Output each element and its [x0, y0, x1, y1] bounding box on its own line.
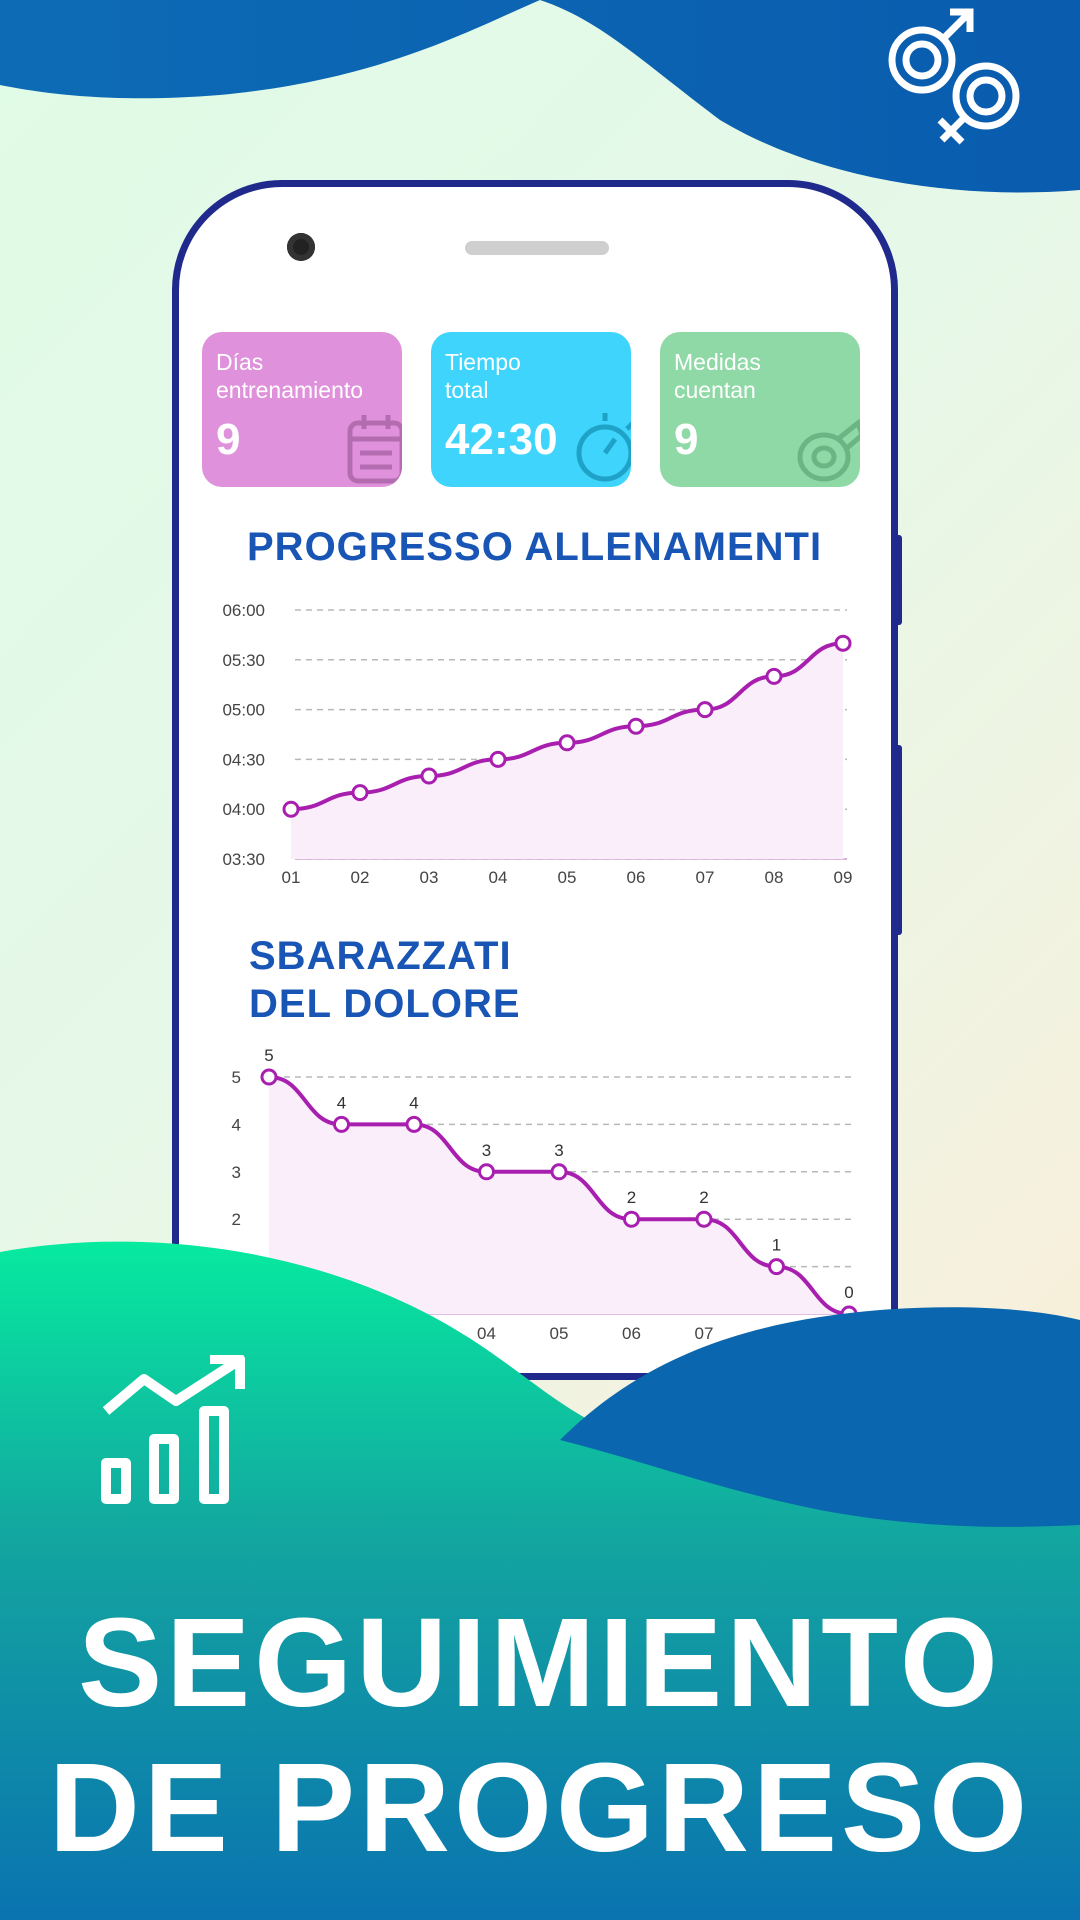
y-tick-label: 3	[232, 1163, 241, 1182]
data-point	[550, 1163, 568, 1181]
data-label: 3	[482, 1141, 491, 1160]
x-tick-label: 02	[351, 868, 370, 887]
data-label: 2	[627, 1188, 636, 1207]
card-value: 42:30	[445, 415, 558, 464]
x-tick-label: 07	[695, 1324, 714, 1343]
y-tick-label: 5	[232, 1068, 241, 1087]
x-tick-label: 08	[765, 868, 784, 887]
card-label: Tiempo total	[445, 349, 521, 403]
headline-line2: DE PROGRESO	[48, 1737, 1032, 1878]
chart-pain-level: 12345010203040506070809544332210	[232, 1046, 859, 1343]
x-tick-label: 09	[834, 868, 853, 887]
data-label: 4	[409, 1093, 418, 1112]
bottom-waves	[0, 1241, 1080, 1920]
y-tick-label: 04:00	[222, 800, 265, 819]
data-point	[282, 800, 300, 818]
card-value: 9	[674, 415, 699, 464]
data-point	[420, 767, 438, 785]
x-tick-label: 04	[477, 1324, 496, 1343]
stopwatch-icon	[576, 413, 631, 482]
data-label: 4	[337, 1093, 346, 1112]
x-tick-label: 05	[558, 868, 577, 887]
chart2-title: SBARAZZATI DEL DOLORE	[249, 934, 521, 1026]
x-tick-label: 06	[627, 868, 646, 887]
y-tick-label: 05:00	[222, 701, 265, 720]
y-tick-label: 4	[232, 1115, 241, 1134]
chart1-title: PROGRESSO ALLENAMENTI	[247, 525, 823, 569]
area-fill	[269, 1077, 849, 1314]
data-label: 1	[772, 1236, 781, 1255]
data-point	[695, 1210, 713, 1228]
y-tick-label: 05:30	[222, 651, 265, 670]
tape-measure-icon	[797, 418, 860, 482]
phone-speaker	[465, 241, 609, 255]
x-tick-label: 06	[622, 1324, 641, 1343]
data-point	[834, 634, 852, 652]
y-tick-label: 06:00	[222, 601, 265, 620]
calendar-icon	[347, 415, 402, 484]
headline-line1: SEGUIMIENTO	[78, 1592, 1002, 1733]
data-point	[405, 1115, 423, 1133]
data-point	[489, 750, 507, 768]
data-point	[333, 1115, 350, 1133]
data-point	[696, 701, 714, 719]
x-tick-label: 07	[696, 868, 715, 887]
gender-symbols-icon	[888, 8, 1020, 145]
data-point	[623, 1210, 640, 1228]
y-tick-label: 03:30	[222, 850, 265, 869]
data-point	[558, 734, 576, 752]
data-label: 2	[699, 1188, 708, 1207]
data-point	[768, 1258, 785, 1276]
phone-side-button	[895, 535, 902, 625]
stat-card-total-time[interactable]: Tiempo total 42:30	[431, 332, 631, 487]
data-point	[627, 717, 645, 735]
x-tick-label: 04	[489, 868, 508, 887]
phone-side-button	[895, 745, 902, 935]
stat-card-training-days[interactable]: Días entrenamiento 9	[202, 332, 402, 487]
x-tick-label: 03	[420, 868, 439, 887]
card-label: Días entrenamiento	[216, 349, 364, 403]
data-point	[260, 1068, 278, 1086]
phone-mockup: Días entrenamiento 9 Tiempo total 42:30 Me…	[172, 180, 898, 1380]
chart-growth-icon	[101, 1355, 245, 1504]
x-tick-label: 05	[550, 1324, 569, 1343]
y-tick-label: 04:30	[222, 750, 265, 769]
x-tick-label: 01	[282, 868, 301, 887]
stat-card-measurements[interactable]: Medidas cuentan 9	[660, 332, 860, 487]
card-label: Medidas cuentan	[674, 349, 761, 403]
data-label: 5	[264, 1046, 273, 1065]
data-point	[765, 667, 783, 685]
data-point	[478, 1163, 495, 1181]
phone-camera	[287, 233, 315, 261]
data-label: 0	[844, 1283, 853, 1302]
data-label: 3	[554, 1141, 563, 1160]
chart-workout-progress: 03:30 04:00 04:30 05:00 05:30 06:00 01 02 03 04 05…	[222, 601, 853, 887]
data-point	[351, 784, 369, 802]
card-value: 9	[216, 415, 241, 464]
y-tick-label: 2	[232, 1210, 241, 1229]
